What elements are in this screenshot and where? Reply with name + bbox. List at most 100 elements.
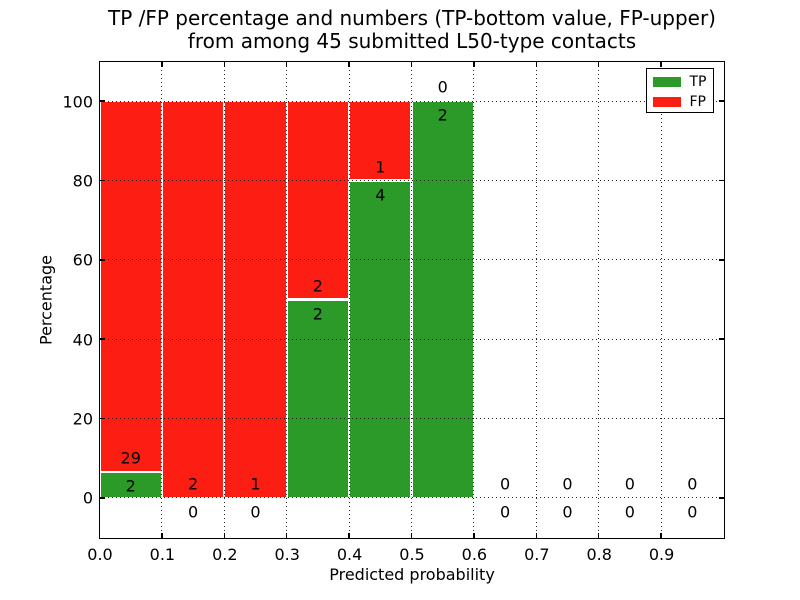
y-tick-mark-right — [718, 338, 724, 340]
x-tick-mark-top — [660, 61, 662, 67]
x-tick-label: 0.2 — [212, 545, 238, 564]
gridline-horizontal — [99, 338, 724, 340]
legend-label-tp: TP — [689, 74, 707, 90]
x-axis-label: Predicted probability — [329, 565, 495, 584]
tp-count-label: 0 — [562, 502, 573, 522]
plot-area: TP FP 29 2 2 0 1 0 2 2 1 4 0 2 0 0 0 0 0 0 0 0 — [98, 60, 725, 539]
y-tick-mark-left — [99, 179, 105, 182]
bar-fp-segment — [99, 101, 162, 473]
y-tick-mark-right — [718, 100, 724, 102]
bar-fp-segment — [286, 101, 350, 300]
fp-count-label: 1 — [250, 474, 261, 494]
y-tick-label: 100 — [62, 92, 93, 112]
x-tick-label: 0.7 — [524, 545, 550, 564]
bar-tp-segment — [99, 472, 162, 498]
bar-fp-segment — [349, 101, 412, 181]
fp-count-label: 0 — [562, 474, 573, 494]
x-tick-mark-top — [410, 61, 413, 67]
x-tick-label: 0.8 — [586, 545, 612, 564]
fp-count-label: 0 — [687, 474, 698, 494]
tp-count-label: 0 — [500, 502, 511, 522]
x-tick-mark-top — [473, 61, 475, 67]
tp-count-label: 0 — [250, 502, 261, 522]
x-tick-mark-top — [348, 61, 350, 67]
y-tick-label: 40 — [72, 330, 93, 350]
x-tick-mark-bottom — [473, 532, 475, 538]
y-tick-mark-right — [718, 179, 724, 182]
gridline-vertical — [411, 61, 412, 538]
x-tick-mark-bottom — [660, 532, 662, 538]
gridline-horizontal — [99, 259, 724, 261]
tp-count-label: 0 — [687, 502, 698, 522]
x-tick-label: 0.4 — [336, 545, 363, 564]
y-tick-label: 20 — [72, 409, 93, 429]
bar-fp-segment — [224, 101, 287, 498]
chart-title: TP /FP percentage and numbers (TP-bottom… — [100, 7, 724, 53]
y-tick-mark-left — [99, 338, 105, 340]
x-tick-label: 0.3 — [274, 545, 300, 564]
bar-tp-segment — [286, 299, 350, 498]
x-tick-mark-bottom — [410, 532, 413, 538]
x-tick-mark-bottom — [285, 532, 288, 538]
y-tick-mark-left — [99, 497, 105, 499]
fp-count-label: 0 — [500, 474, 511, 494]
y-tick-label: 60 — [72, 250, 93, 270]
chart-title-line1: TP /FP percentage and numbers (TP-bottom… — [108, 6, 716, 30]
legend-item-tp: TP — [652, 74, 713, 91]
x-tick-mark-top — [161, 61, 163, 67]
x-tick-label: 0.6 — [461, 545, 488, 564]
tp-count-label: 2 — [125, 476, 136, 496]
chart-title-line2: from among 45 submitted L50-type contact… — [187, 29, 637, 53]
fp-count-label: 1 — [375, 157, 386, 176]
legend-label-fp: FP — [689, 94, 707, 110]
gridline-vertical — [535, 61, 537, 538]
fp-count-label: 0 — [437, 77, 448, 97]
x-tick-label: 0.1 — [149, 545, 176, 564]
legend-swatch-fp-icon — [652, 97, 681, 107]
x-tick-mark-bottom — [223, 532, 226, 538]
y-tick-mark-right — [718, 259, 724, 261]
gridline-vertical — [348, 61, 350, 538]
gridline-vertical — [660, 61, 662, 538]
gridline-horizontal — [99, 418, 724, 419]
x-tick-mark-top — [285, 61, 288, 67]
gridline-vertical — [161, 61, 163, 538]
x-tick-mark-top — [535, 61, 538, 67]
x-tick-mark-bottom — [535, 532, 538, 538]
y-tick-mark-right — [718, 497, 724, 499]
y-tick-mark-left — [99, 100, 105, 102]
x-tick-label: 0.5 — [399, 545, 425, 564]
tp-count-label: 4 — [375, 185, 386, 204]
gridline-vertical — [286, 61, 288, 538]
x-tick-mark-bottom — [161, 532, 163, 538]
gridline-horizontal — [99, 100, 724, 102]
tp-count-label: 2 — [312, 304, 323, 323]
y-tick-mark-right — [718, 417, 724, 420]
tp-count-label: 0 — [188, 502, 199, 522]
gridline-vertical — [223, 61, 225, 538]
tp-count-label: 0 — [624, 502, 635, 522]
x-tick-mark-bottom — [597, 532, 600, 538]
x-tick-mark-top — [98, 61, 101, 67]
tp-count-label: 2 — [437, 105, 448, 125]
x-tick-mark-bottom — [98, 532, 101, 538]
y-tick-label: 80 — [72, 171, 93, 191]
gridline-vertical — [598, 61, 600, 538]
legend: TP FP — [645, 67, 714, 113]
gridline-horizontal — [99, 497, 724, 499]
bar-tp-segment — [411, 101, 474, 498]
fp-count-label: 29 — [120, 448, 141, 468]
y-tick-mark-left — [99, 259, 105, 261]
y-tick-label: 0 — [82, 488, 93, 508]
gridline-horizontal — [99, 180, 724, 181]
fp-count-label: 0 — [624, 474, 635, 494]
gridline-vertical — [473, 61, 475, 538]
x-tick-mark-top — [223, 61, 226, 67]
x-tick-mark-bottom — [348, 532, 350, 538]
y-tick-mark-left — [99, 417, 105, 420]
fp-count-label: 2 — [312, 276, 323, 295]
x-tick-label: 0.9 — [648, 545, 675, 564]
legend-swatch-tp-icon — [652, 77, 681, 87]
fp-count-label: 2 — [188, 474, 199, 494]
